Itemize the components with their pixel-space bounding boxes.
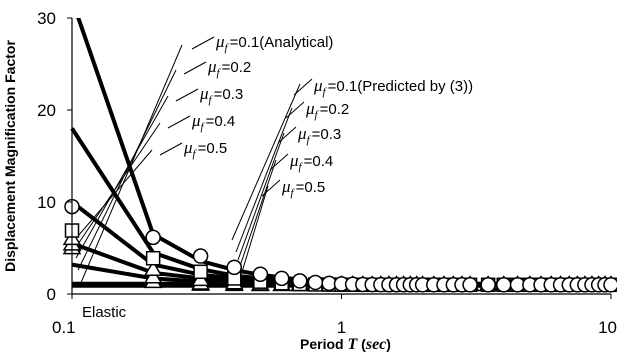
annotation-analytical: μf =0.5 [183,138,227,160]
annotation-predicted: μf =0.3 [297,124,341,146]
y-tick-label: 10 [37,193,56,212]
predicted-marker-circle [145,229,161,246]
tick-labels: 0 10 20 30 0.1 1 10 [37,9,617,337]
annotation-leader [75,95,169,259]
predicted-marker-circle [292,273,308,289]
predicted-marker-circle [273,270,290,287]
y-tick-label: 0 [47,285,56,304]
annotation-analytical: μf =0.3 [199,84,243,106]
annotation-analytical: μf =0.4 [191,111,235,133]
y-tick-label: 30 [37,9,56,28]
x-axis-title-part: Period [300,336,347,352]
annotation-leader [241,185,269,273]
predicted-marker-circle [226,259,243,276]
predicted-marker-circle [192,248,209,264]
annotation-leader [73,122,161,251]
annotation-predicted: μf =0.2 [305,99,349,121]
y-axis-title: Displacement Magnification Factor [2,40,18,272]
annotation-leader [231,83,301,241]
predicted-marker-circle [307,274,324,291]
annotation-analytical: μf =0.1(Analytical) [215,32,333,54]
annotation-leader [77,69,177,271]
x-axis-title-part: ( [357,336,366,352]
predicted-marker-circle [496,277,512,293]
x-tick-label: 10 [598,318,617,337]
x-axis-title-var: T [348,336,359,353]
elastic-label: Elastic [82,304,127,321]
predicted-marker-triangle [143,260,163,277]
predicted-marker-circle [252,266,269,282]
x-tick-label: 1 [337,318,346,337]
annotation-leaders [71,36,313,286]
annotation-leader [235,107,293,253]
annotation-leader [237,132,285,261]
annotation-leader [183,61,207,75]
annotation-leader [191,36,215,50]
y-tick-label: 20 [37,101,56,120]
annotation-predicted: μf =0.5 [281,177,325,199]
annotation-leader [71,149,153,244]
x-tick-label: 0.1 [52,318,76,337]
predicted-marker-square [193,264,208,280]
x-axis-title-part: ) [386,336,391,352]
annotation-leader [293,78,313,96]
predicted-marker-circle [603,277,617,293]
predicted-marker-circle [480,277,496,293]
x-axis-title: Period T (sec) [300,336,391,353]
annotation-predicted: μf =0.4 [289,151,333,173]
predicted-marker-circle [462,277,478,293]
predicted-markers [62,198,617,293]
annotation-predicted: μf =0.1(Predicted by (3)) [313,76,473,98]
annotation-leader [167,115,191,129]
annotation-leader [239,159,277,267]
predicted-marker-square [145,250,161,266]
annotations: μf =0.1(Analytical) μf =0.2 μf =0.3 μf =0.4 μf =0… [82,32,473,321]
annotation-analytical: μf =0.2 [207,57,251,79]
annotation-leader [175,88,199,102]
x-axis-title-unit: sec [365,336,386,353]
annotation-leader [159,142,183,156]
